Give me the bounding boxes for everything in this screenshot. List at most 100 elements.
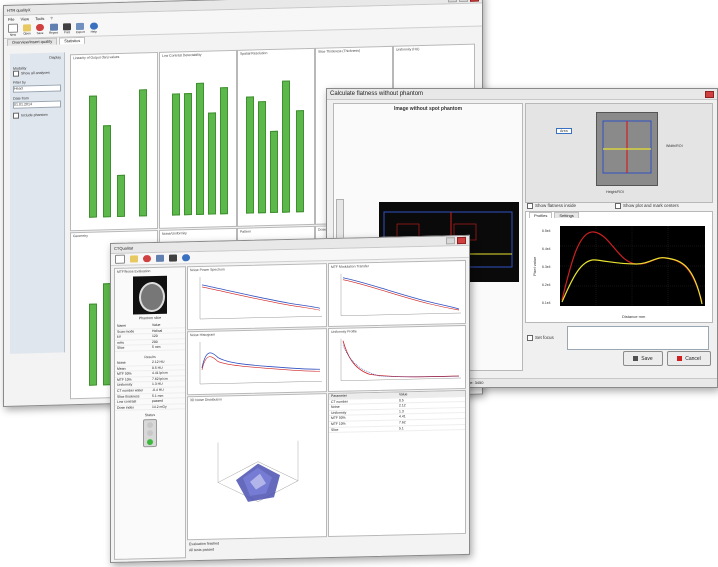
y-axis-label: Pixel value bbox=[532, 256, 537, 276]
plot-noise-power-svg bbox=[199, 276, 322, 320]
table-cell: passed bbox=[152, 398, 163, 404]
toolbar-export-button[interactable]: Export bbox=[76, 22, 85, 34]
chart-tabs: Profiles Settings bbox=[526, 212, 712, 218]
chart-panel-title: Pattern bbox=[240, 229, 251, 234]
table-cell: 2.12 HU bbox=[152, 359, 165, 365]
toolbar-report-label: Report bbox=[49, 30, 59, 35]
new-file-icon bbox=[8, 23, 18, 33]
table-cell: 4.41 lp/cm bbox=[152, 370, 168, 376]
menu-help[interactable]: ? bbox=[50, 15, 53, 21]
tree-title: MTF/Noise Evaluation bbox=[117, 269, 151, 274]
save-button[interactable]: Save bbox=[623, 351, 663, 366]
y-tick: 6.3e4 bbox=[542, 265, 551, 269]
save-icon[interactable] bbox=[143, 255, 151, 263]
toolbar-save-button[interactable]: Save bbox=[36, 23, 44, 36]
chart-panel-title: Low Contrast Detectability bbox=[162, 52, 202, 58]
table-cell: 0.5 HU bbox=[152, 365, 163, 370]
table-cell: Scan mode bbox=[117, 329, 135, 334]
traffic-light-green bbox=[147, 438, 153, 446]
plot-uniformity-svg bbox=[340, 338, 461, 382]
focus-input[interactable] bbox=[567, 326, 709, 350]
phantom-disc bbox=[139, 281, 165, 313]
tab-statistics[interactable]: Statistics bbox=[59, 36, 86, 45]
chart-bar bbox=[172, 93, 180, 216]
menu-file[interactable]: File bbox=[8, 16, 15, 22]
show-all-checkbox[interactable] bbox=[13, 70, 19, 77]
traffic-light-red bbox=[147, 421, 153, 428]
image-caption: Phantom slice bbox=[138, 315, 162, 321]
new-file-icon[interactable] bbox=[115, 254, 125, 264]
flatness-window-title: Calculate flatness without phantom bbox=[330, 91, 424, 97]
cancel-button[interactable]: Cancel bbox=[667, 351, 711, 366]
y-tick: 6.1e4 bbox=[542, 301, 551, 305]
phantom-checkbox-row[interactable]: Include phantom bbox=[13, 111, 61, 119]
toolbar-report-button[interactable]: Report bbox=[49, 23, 59, 35]
tab-settings[interactable]: Settings bbox=[554, 212, 579, 218]
roi-preview-image[interactable] bbox=[596, 112, 658, 186]
filter-select[interactable]: Head bbox=[13, 84, 61, 93]
profile-chart-panel: Profiles Settings Pixel value 6.5e4 6.4e… bbox=[525, 211, 713, 323]
phantom-thumbnail[interactable] bbox=[133, 275, 167, 315]
toolbar-open-button[interactable]: Open bbox=[23, 24, 31, 35]
chart-bar bbox=[208, 112, 216, 215]
close-button[interactable] bbox=[705, 90, 714, 98]
chart-bar bbox=[184, 93, 192, 216]
chart-bar bbox=[89, 95, 97, 218]
show-flatness-label: Show flatness inside bbox=[535, 203, 577, 209]
table-cell: kV bbox=[117, 334, 121, 340]
table-cell: MTF 50% bbox=[117, 371, 132, 376]
table-cell: Noise bbox=[117, 360, 126, 365]
printer-icon[interactable] bbox=[169, 254, 177, 262]
area-label: Area bbox=[556, 128, 572, 134]
menu-tools[interactable]: Tools bbox=[35, 15, 45, 22]
show-flatness-checkbox[interactable] bbox=[527, 203, 533, 209]
minimize-button[interactable] bbox=[446, 237, 455, 245]
table-cell: 7.62 lp/cm bbox=[152, 376, 168, 381]
toolbar-print-label: Print bbox=[63, 30, 71, 35]
plot-3d: 3D Noise Distribution bbox=[187, 393, 327, 541]
maximize-button[interactable] bbox=[459, 0, 468, 3]
table-cell: Slice thickness bbox=[117, 393, 140, 399]
set-focus-row[interactable]: Set focus bbox=[527, 335, 554, 341]
close-button[interactable] bbox=[470, 0, 479, 2]
chart-bar bbox=[258, 101, 266, 214]
tab-overview[interactable]: Overview/insert quality bbox=[7, 37, 58, 46]
roi-preview-panel: Area Width/ROI Height/ROI bbox=[525, 103, 713, 203]
folder-icon[interactable] bbox=[130, 255, 138, 263]
table-cell: Value bbox=[152, 322, 161, 328]
toolbar-new-button[interactable]: New bbox=[8, 23, 18, 37]
table-cell: 5.1 bbox=[399, 425, 404, 431]
table-cell: Name bbox=[117, 323, 127, 328]
phantom-checkbox[interactable] bbox=[13, 112, 19, 119]
evaluation-tree-panel: MTF/Noise Evaluation Phantom slice Name V… bbox=[114, 266, 186, 560]
show-plot-row[interactable]: Show plot and mark centers bbox=[615, 203, 679, 209]
chart-bar bbox=[270, 130, 278, 214]
date-field[interactable]: 01.01.2014 bbox=[13, 100, 61, 109]
plot-histogram-svg bbox=[199, 341, 322, 385]
sidebar-header: Display bbox=[49, 55, 61, 60]
toolbar-help-button[interactable]: Help bbox=[89, 22, 98, 34]
table-cell: Mean bbox=[117, 366, 126, 371]
menu-view[interactable]: View bbox=[20, 16, 30, 22]
plot-mtf-svg bbox=[340, 273, 461, 317]
table-cell: MTF 10% bbox=[117, 377, 132, 382]
yellow-profile-curve bbox=[561, 257, 703, 305]
toolbar-print-button[interactable]: Print bbox=[63, 23, 72, 35]
toolbar-save-label: Save bbox=[36, 30, 44, 36]
report-icon[interactable] bbox=[156, 254, 164, 262]
plot-mtf: MTF Modulation Transfer bbox=[328, 259, 466, 328]
show-plot-checkbox[interactable] bbox=[615, 203, 621, 209]
plot-histogram: Noise Histogram bbox=[187, 328, 327, 396]
table-cell: Dose index bbox=[117, 405, 134, 410]
width-label: Width/ROI bbox=[666, 144, 683, 148]
traffic-light bbox=[143, 419, 157, 448]
tab-profiles[interactable]: Profiles bbox=[529, 212, 553, 218]
help-icon[interactable] bbox=[182, 254, 190, 262]
flatness-window-titlebar: Calculate flatness without phantom bbox=[327, 89, 717, 100]
minimize-button[interactable] bbox=[448, 0, 457, 3]
chart-bar bbox=[117, 174, 125, 218]
show-all-checkbox-row[interactable]: Show all analyses bbox=[13, 69, 61, 77]
close-button[interactable] bbox=[457, 236, 466, 245]
show-flatness-row[interactable]: Show flatness inside bbox=[527, 203, 576, 209]
set-focus-checkbox[interactable] bbox=[527, 335, 533, 341]
